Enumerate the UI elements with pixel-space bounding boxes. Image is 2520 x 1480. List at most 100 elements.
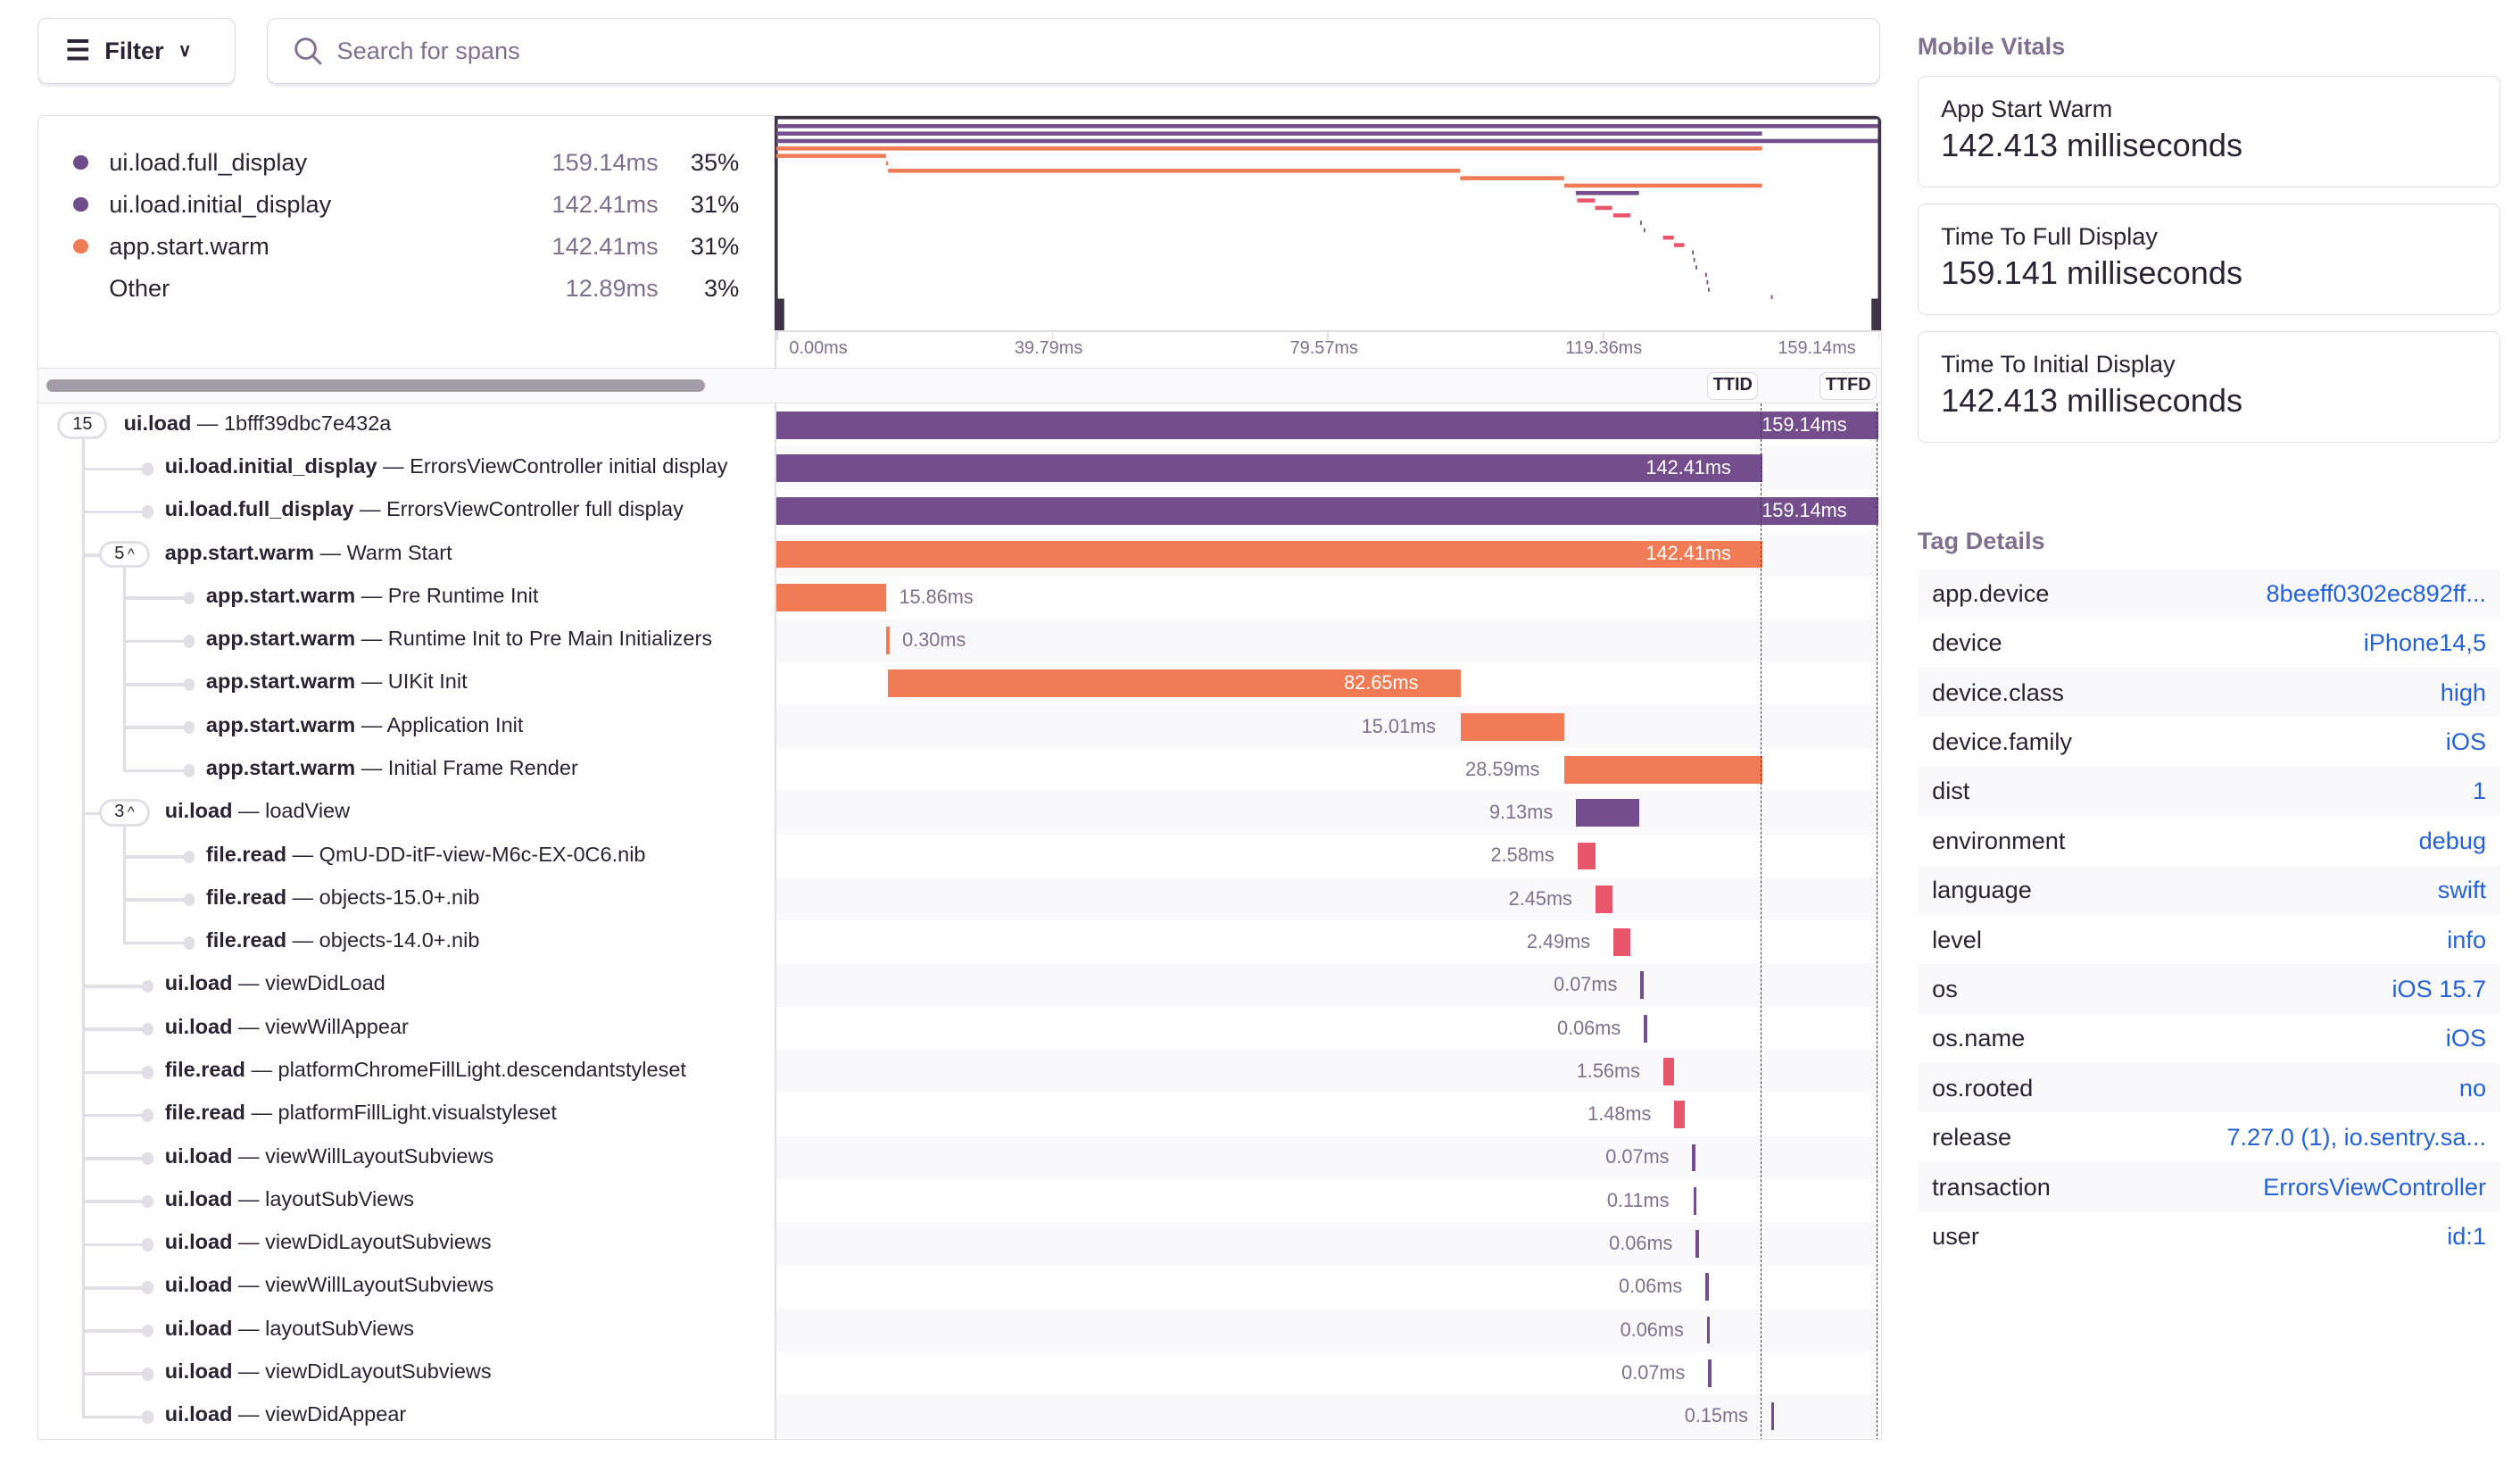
span-bar[interactable] <box>1770 1402 1775 1431</box>
span-row[interactable]: ui.load — layoutSubViews 0.11ms <box>38 1178 1880 1223</box>
span-op: app.start.warm <box>205 756 356 780</box>
span-row[interactable]: ui.load — layoutSubViews 0.06ms <box>38 1308 1880 1351</box>
tree-connector <box>81 1243 145 1247</box>
span-row[interactable]: ui.load — viewDidLayoutSubviews 0.07ms <box>38 1351 1880 1395</box>
span-row[interactable]: app.start.warm — Pre Runtime Init 15.86ms <box>38 575 1880 619</box>
span-bar[interactable] <box>1563 756 1762 784</box>
vital-value: 159.141 milliseconds <box>1941 254 2243 291</box>
span-bar[interactable] <box>1708 1359 1712 1387</box>
span-row[interactable]: file.read — platformChromeFillLight.desc… <box>38 1049 1880 1093</box>
span-bar[interactable] <box>1577 842 1596 870</box>
span-row[interactable]: ui.load — viewWillLayoutSubviews 0.07ms <box>38 1135 1880 1179</box>
tag-value-link[interactable]: 8beeff0302ec892ff... <box>2266 578 2487 607</box>
span-row[interactable]: app.start.warm — Runtime Init to Pre Mai… <box>38 619 1880 662</box>
tree-connector <box>81 1113 145 1118</box>
span-title: file.read — objects-14.0+.nib <box>206 928 480 952</box>
search-input[interactable]: Search for spans <box>266 17 1881 85</box>
child-count: 5 <box>114 543 125 563</box>
span-row[interactable]: ui.load — viewWillAppear 0.06ms <box>38 1006 1880 1050</box>
chevron-down-icon: ∨ <box>178 41 192 62</box>
span-row[interactable]: file.read — QmU-DD-itF-view-M6c-EX-0C6.n… <box>38 834 1880 877</box>
span-bar[interactable] <box>1695 1230 1699 1258</box>
span-op: ui.load <box>164 1014 233 1038</box>
filter-button[interactable]: ☰ Filter ∨ <box>37 17 236 85</box>
child-count-toggle[interactable]: 15 <box>57 411 108 439</box>
span-bar[interactable] <box>775 583 886 611</box>
span-bar[interactable] <box>1693 1186 1697 1215</box>
tag-value-link[interactable]: ErrorsViewController <box>2263 1172 2487 1201</box>
span-row[interactable]: file.read — platformFillLight.visualstyl… <box>38 1093 1880 1136</box>
span-row[interactable]: 15 ui.load — 1bfff39dbc7e432a 159.14ms <box>38 403 1880 447</box>
legend-item[interactable]: Other 12.89ms 3% <box>73 272 739 304</box>
span-bar[interactable] <box>1706 1316 1711 1344</box>
horizontal-scrollbar[interactable] <box>46 378 706 393</box>
tag-value-link[interactable]: iPhone14,5 <box>2363 628 2487 657</box>
span-bar[interactable] <box>775 540 1762 569</box>
span-row[interactable]: file.read — objects-14.0+.nib 2.49ms <box>38 920 1880 964</box>
span-op: ui.load <box>164 1230 233 1254</box>
span-bar[interactable] <box>885 627 890 654</box>
span-row[interactable]: app.start.warm — UIKit Init 82.65ms <box>38 661 1880 705</box>
span-row[interactable]: 5 ^ app.start.warm — Warm Start 142.41ms <box>38 532 1880 576</box>
span-separator: — <box>286 885 319 909</box>
tag-value-link[interactable]: swift <box>2437 876 2487 904</box>
span-bar[interactable] <box>775 454 1762 482</box>
span-row[interactable]: ui.load.full_display — ErrorsViewControl… <box>38 489 1880 533</box>
span-row[interactable]: file.read — objects-15.0+.nib 2.45ms <box>38 877 1880 921</box>
span-bar[interactable] <box>1705 1273 1709 1301</box>
span-bar[interactable] <box>888 669 1461 698</box>
span-bar[interactable] <box>775 411 1878 439</box>
tree-connector <box>81 1372 145 1376</box>
child-count-toggle[interactable]: 3 ^ <box>99 799 150 827</box>
span-duration: 82.65ms <box>1344 671 1419 694</box>
child-count-toggle[interactable]: 5 ^ <box>99 540 150 569</box>
span-row[interactable]: app.start.warm — Application Init 15.01ms <box>38 704 1880 748</box>
span-bar[interactable] <box>1575 799 1639 827</box>
span-bar[interactable] <box>775 497 1878 526</box>
minimap-span <box>775 123 1878 129</box>
legend-item[interactable]: ui.load.initial_display 142.41ms 31% <box>73 188 739 220</box>
span-separator: — <box>245 1058 278 1082</box>
tag-key: language <box>1932 876 2032 904</box>
span-row[interactable]: ui.load.initial_display — ErrorsViewCont… <box>38 446 1880 490</box>
span-bar[interactable] <box>1662 1058 1674 1085</box>
legend-item[interactable]: ui.load.full_display 159.14ms 35% <box>73 146 739 179</box>
tag-value-link[interactable]: info <box>2447 925 2487 953</box>
span-bar[interactable] <box>1674 1101 1685 1129</box>
minimap[interactable] <box>775 115 1882 333</box>
tree-node-dot-icon <box>183 720 195 735</box>
tag-value-link[interactable]: id:1 <box>2447 1221 2487 1250</box>
span-row[interactable]: ui.load — viewDidLayoutSubviews 0.06ms <box>38 1222 1880 1266</box>
tag-value-link[interactable]: iOS 15.7 <box>2392 974 2487 1002</box>
minimap-span <box>775 138 1878 143</box>
span-bar[interactable] <box>1612 928 1631 956</box>
tag-value-link[interactable]: high <box>2440 678 2487 706</box>
span-bar[interactable] <box>1595 885 1612 913</box>
span-row[interactable]: 3 ^ ui.load — loadView 9.13ms <box>38 791 1880 835</box>
span-bar[interactable] <box>1692 1143 1695 1172</box>
tag-value-link[interactable]: iOS <box>2445 1024 2487 1052</box>
span-row[interactable]: ui.load — viewDidLoad 0.07ms <box>38 963 1880 1007</box>
span-bar[interactable] <box>1640 971 1644 1000</box>
span-row[interactable]: ui.load — viewWillLayoutSubviews 0.06ms <box>38 1265 1880 1309</box>
tag-value-link[interactable]: debug <box>2418 826 2487 854</box>
tree-node-dot-icon <box>142 1238 154 1251</box>
legend-item[interactable]: app.start.warm 142.41ms 31% <box>73 230 739 262</box>
tree-node-dot-icon <box>142 1368 154 1381</box>
filter-lines-icon: ☰ <box>65 35 90 67</box>
span-row[interactable]: ui.load — viewDidAppear 0.15ms <box>38 1394 1880 1438</box>
tag-row: os iOS 15.7 <box>1917 964 2501 1014</box>
marker-ttid-badge[interactable]: TTID <box>1707 372 1759 401</box>
span-row[interactable]: app.start.warm — Initial Frame Render 28.… <box>38 748 1880 792</box>
tag-value-link[interactable]: 7.27.0 (1), io.sentry.sa... <box>2226 1123 2487 1152</box>
tag-value-link[interactable]: no <box>2458 1073 2487 1102</box>
tick-label: 79.57ms <box>1289 338 1358 359</box>
minimap-span <box>1674 242 1685 247</box>
tag-row: language swift <box>1917 865 2501 915</box>
marker-ttfd-line <box>1876 403 1878 1439</box>
marker-ttfd-badge[interactable]: TTFD <box>1820 372 1878 401</box>
span-bar[interactable] <box>1460 712 1564 741</box>
span-bar[interactable] <box>1644 1014 1647 1043</box>
tag-value-link[interactable]: 1 <box>2472 777 2487 805</box>
tag-value-link[interactable]: iOS <box>2445 728 2487 755</box>
